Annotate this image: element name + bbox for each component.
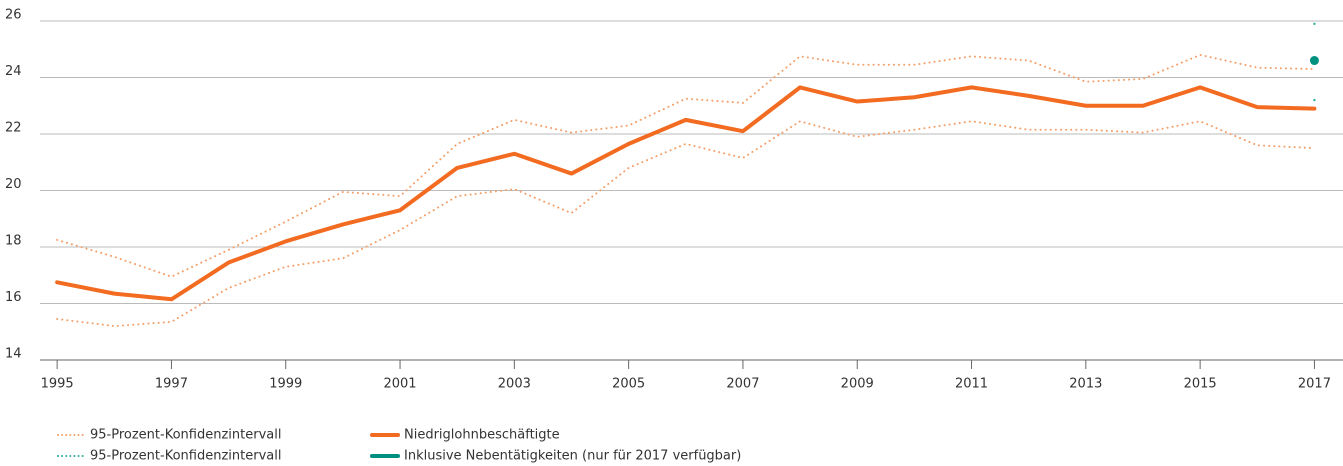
x-tick-label: 1997: [155, 377, 188, 392]
y-tick-label: 24: [5, 64, 22, 79]
x-tick-label: 2005: [612, 377, 645, 392]
x-tick-label: 2001: [383, 377, 416, 392]
y-tick-label: 26: [5, 8, 22, 23]
legend-label: Niedriglohnbeschäftigte: [404, 428, 560, 443]
point: [1309, 56, 1319, 66]
ci-point: [1313, 98, 1316, 102]
y-tick-label: 18: [5, 234, 22, 249]
x-tick-label: 2013: [1069, 377, 1102, 392]
y-tick-label: 16: [5, 290, 22, 305]
y-tick-label: 20: [5, 177, 22, 192]
legend-label: 95-Prozent-Konfidenzintervall: [90, 428, 281, 443]
x-tick-label: 1995: [41, 377, 74, 392]
y-tick-label: 14: [5, 347, 22, 362]
ci-line: [56, 120, 1316, 328]
ci-line: [56, 53, 1316, 278]
y-tick-label: 22: [5, 121, 22, 136]
legend-label: 95-Prozent-Konfidenzintervall: [90, 449, 281, 464]
x-tick-label: 2017: [1298, 377, 1331, 392]
x-tick-label: 2003: [498, 377, 531, 392]
x-tick-label: 2011: [955, 377, 988, 392]
line: [55, 85, 1317, 302]
x-tick-label: 2015: [1184, 377, 1217, 392]
x-tick-label: 2009: [841, 377, 874, 392]
x-tick-label: 2007: [726, 377, 759, 392]
legend-label: Inklusive Nebentätigkeiten (nur für 2017…: [404, 449, 741, 464]
x-tick-label: 1999: [269, 377, 302, 392]
ci-point: [1313, 22, 1316, 26]
